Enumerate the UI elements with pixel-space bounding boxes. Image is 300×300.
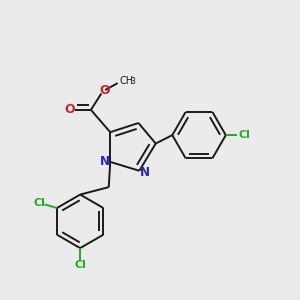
Text: Cl: Cl [34, 198, 46, 208]
Text: N: N [100, 155, 110, 168]
Text: N: N [140, 166, 150, 179]
Text: Cl: Cl [239, 130, 251, 140]
Text: 3: 3 [130, 77, 135, 86]
Text: Cl: Cl [74, 260, 86, 270]
Text: O: O [64, 103, 75, 116]
Text: O: O [100, 84, 110, 97]
Text: CH: CH [119, 76, 133, 86]
